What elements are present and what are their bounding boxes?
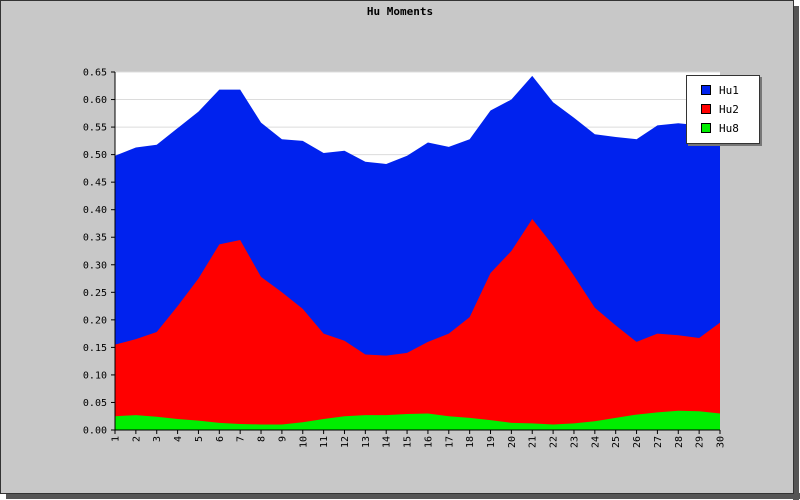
y-tick-label: 0.45 xyxy=(83,178,107,189)
y-tick-label: 0.10 xyxy=(83,370,107,381)
legend-label-hu1: Hu1 xyxy=(719,83,739,97)
x-tick-label: 7 xyxy=(236,436,247,442)
x-tick-label: 9 xyxy=(277,436,288,442)
chart-title: Hu Moments xyxy=(366,5,434,18)
legend: Hu1 Hu2 Hu8 xyxy=(686,75,760,144)
legend-item-hu8: Hu8 xyxy=(701,121,739,135)
legend-swatch-hu8 xyxy=(701,123,711,133)
x-tick-label: 23 xyxy=(569,436,580,448)
y-tick-label: 0.25 xyxy=(83,288,107,299)
y-tick-label: 0.35 xyxy=(83,233,107,244)
y-tick-label: 0.05 xyxy=(83,398,107,409)
x-tick-label: 13 xyxy=(361,436,372,448)
y-tick-label: 0.20 xyxy=(83,315,107,326)
legend-label-hu8: Hu8 xyxy=(719,121,739,135)
y-tick-label: 0.60 xyxy=(83,95,107,106)
y-tick-label: 0.50 xyxy=(83,150,107,161)
y-tick-label: 0.65 xyxy=(83,68,107,79)
x-tick-label: 19 xyxy=(486,436,497,448)
legend-item-hu1: Hu1 xyxy=(701,83,739,97)
legend-label-hu2: Hu2 xyxy=(719,102,739,116)
x-tick-label: 4 xyxy=(173,436,184,442)
x-tick-label: 28 xyxy=(674,436,685,448)
x-tick-label: 12 xyxy=(340,436,351,448)
x-tick-label: 24 xyxy=(590,436,601,448)
x-tick-label: 8 xyxy=(257,436,268,442)
x-tick-label: 14 xyxy=(382,436,393,448)
x-tick-label: 18 xyxy=(465,436,476,448)
x-tick-label: 29 xyxy=(695,436,706,448)
x-tick-label: 27 xyxy=(653,436,664,448)
frame-shadow-bottom xyxy=(6,493,800,499)
legend-swatch-hu2 xyxy=(701,104,711,114)
x-tick-label: 17 xyxy=(444,436,455,448)
y-axis: 0.00 0.05 0.10 0.15 0.20 0.25 0.30 0.35 0.40 0.45… xyxy=(83,68,116,437)
x-tick-label: 26 xyxy=(632,436,643,448)
x-tick-label: 22 xyxy=(549,436,560,448)
x-tick-label: 15 xyxy=(403,436,414,448)
y-tick-label: 0.15 xyxy=(83,343,107,354)
y-tick-label: 0.55 xyxy=(83,123,107,134)
x-tick-label: 16 xyxy=(423,436,434,448)
x-tick-label: 30 xyxy=(716,436,727,448)
y-tick-label: 0.30 xyxy=(83,260,107,271)
x-tick-label: 3 xyxy=(152,436,163,442)
x-tick-label: 25 xyxy=(611,436,622,448)
y-tick-label: 0.00 xyxy=(83,426,107,437)
x-axis: 1 2 3 4 5 6 7 8 9 10 11 12 13 14 15 16 17 18 19 20 21 22 23 24 2… xyxy=(111,429,727,448)
x-tick-label: 20 xyxy=(507,436,518,448)
x-tick-label: 6 xyxy=(215,436,226,442)
x-tick-label: 11 xyxy=(319,436,330,448)
series-areas xyxy=(115,75,720,431)
x-tick-label: 21 xyxy=(528,436,539,448)
legend-swatch-hu1 xyxy=(701,85,711,95)
area-series-hu8 xyxy=(115,410,720,430)
frame-shadow-right xyxy=(793,6,799,500)
x-tick-label: 2 xyxy=(131,436,142,442)
y-tick-label: 0.40 xyxy=(83,205,107,216)
area-series-hu2 xyxy=(115,219,720,430)
x-tick-label: 10 xyxy=(298,436,309,448)
x-tick-label: 1 xyxy=(111,436,122,442)
legend-item-hu2: Hu2 xyxy=(701,102,739,116)
x-tick-label: 5 xyxy=(194,436,205,442)
